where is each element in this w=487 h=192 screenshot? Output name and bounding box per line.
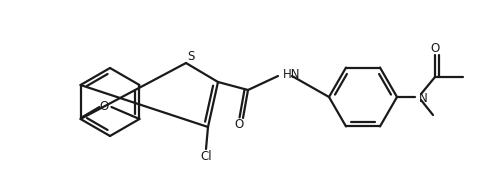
Text: HN: HN <box>283 68 300 80</box>
Text: S: S <box>187 50 195 64</box>
Text: O: O <box>431 41 440 55</box>
Text: N: N <box>419 92 428 104</box>
Text: Cl: Cl <box>200 150 212 162</box>
Text: O: O <box>234 118 244 132</box>
Text: O: O <box>100 100 109 113</box>
